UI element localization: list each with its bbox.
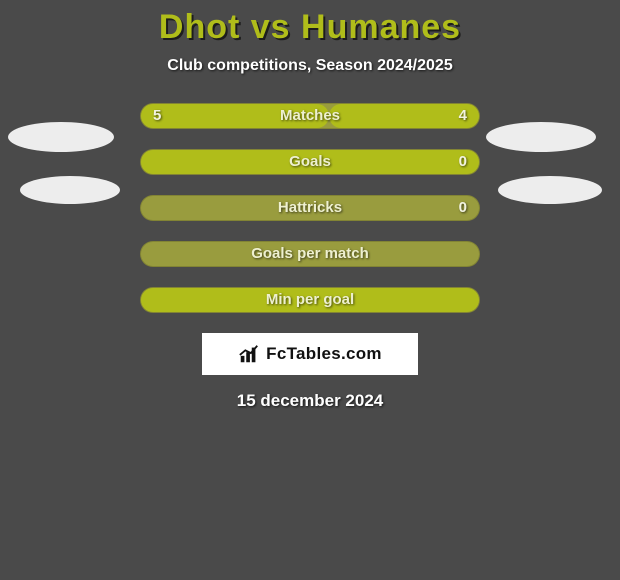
stat-label: Matches [141,104,479,128]
player-oval-left-1 [8,122,114,152]
stat-value-right: 4 [459,104,467,128]
stat-label: Min per goal [141,288,479,312]
stat-value-right: 0 [459,150,467,174]
player-oval-right-1 [486,122,596,152]
player-oval-right-2 [498,176,602,204]
date-text: 15 december 2024 [0,391,620,411]
stat-label: Hattricks [141,196,479,220]
page-subtitle: Club competitions, Season 2024/2025 [0,57,620,75]
stat-row-goals_per_match: Goals per match [140,241,480,267]
fctables-logo: FcTables.com [202,333,418,375]
stat-label: Goals per match [141,242,479,266]
stat-label: Goals [141,150,479,174]
stat-value-left: 5 [153,104,161,128]
chart-icon [238,343,260,365]
logo-text: FcTables.com [266,344,382,364]
player-oval-left-2 [20,176,120,204]
page-title: Dhot vs Humanes [0,0,620,47]
stat-row-goals: Goals0 [140,149,480,175]
stat-row-min_per_goal: Min per goal [140,287,480,313]
stat-value-right: 0 [459,196,467,220]
stat-row-hattricks: Hattricks0 [140,195,480,221]
stat-row-matches: Matches5 4 [140,103,480,129]
comparison-infographic: Dhot vs Humanes Club competitions, Seaso… [0,0,620,580]
